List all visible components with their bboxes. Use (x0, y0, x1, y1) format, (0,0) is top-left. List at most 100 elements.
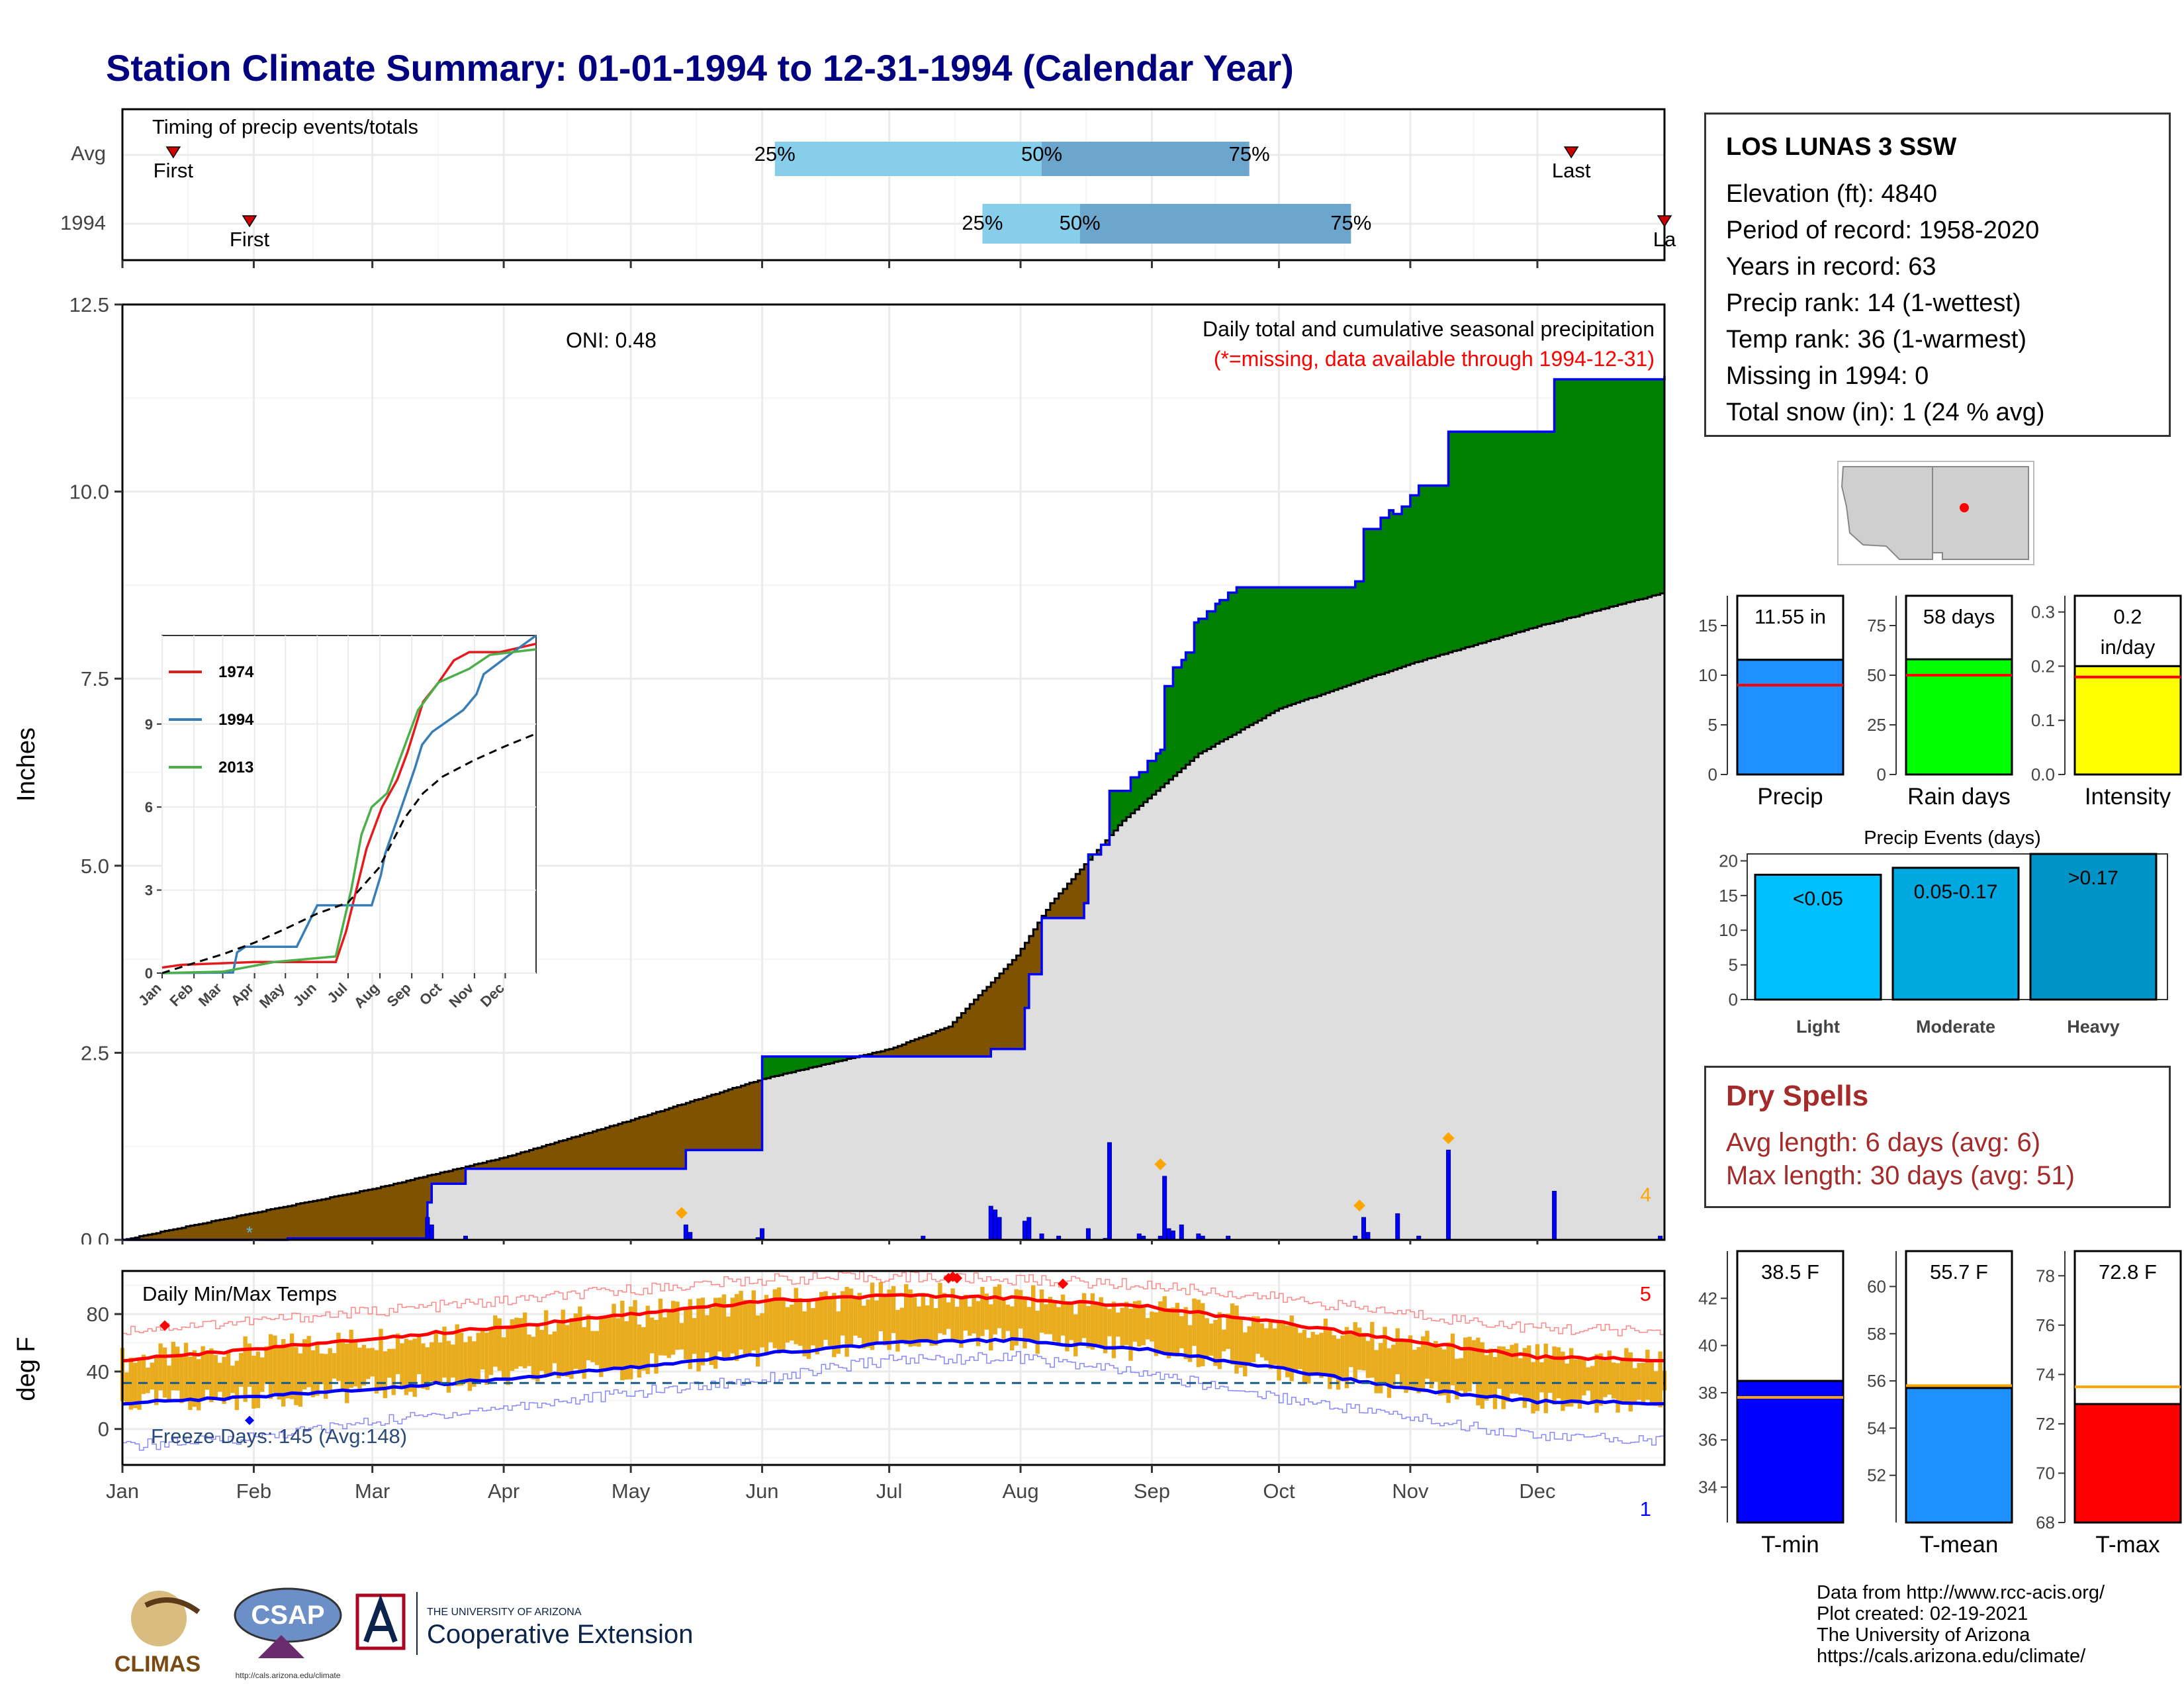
daily-temp-bar (628, 1306, 633, 1380)
daily-temp-bar (1281, 1323, 1286, 1368)
daily-temp-bar (1314, 1335, 1320, 1373)
daily-temp-bar (811, 1308, 815, 1346)
daily-temp-bar (349, 1329, 353, 1388)
daily-temp-bar (514, 1317, 519, 1369)
events-category-label: Light (1796, 1017, 1840, 1037)
precip-ytick-label: 12.5 (69, 293, 109, 316)
daily-temp-bar (938, 1283, 942, 1334)
daily-precip-bar (688, 1232, 693, 1241)
daily-temp-bar (1243, 1332, 1248, 1377)
panel-label-box (1905, 1250, 2013, 1389)
credit-data-source: Data from http://www.rcc-acis.org/ (1817, 1582, 2105, 1603)
daily-temp-bar (437, 1342, 443, 1385)
daily-temp-bar (645, 1305, 650, 1374)
daily-precip-bar (1361, 1217, 1367, 1241)
daily-temp-bar (1048, 1297, 1053, 1335)
avg-min-line (122, 1336, 1665, 1406)
daily-temp-bar (760, 1313, 764, 1348)
daily-temp-bar (1116, 1312, 1120, 1337)
events-ytick-label: 15 (1719, 886, 1738, 906)
timing-first-label: First (154, 159, 194, 182)
temp-xtick-label: Jan (106, 1479, 139, 1503)
daily-temp-bar (612, 1303, 616, 1368)
daily-temp-bar (239, 1352, 244, 1387)
daily-temp-bar (1433, 1340, 1438, 1382)
panel-value-label: 58 days (1923, 605, 1995, 628)
daily-temp-bar (383, 1351, 388, 1399)
record-low-count: 1 (1640, 1497, 1651, 1521)
daily-temp-bar (607, 1317, 612, 1370)
events-bar (2029, 853, 2158, 1001)
daily-temp-bar (1416, 1346, 1421, 1393)
record-high-count: 5 (1640, 1282, 1651, 1305)
events-ytick-label: 20 (1719, 851, 1738, 870)
daily-temp-bar (1234, 1305, 1239, 1374)
daily-temp-bar (1179, 1316, 1184, 1348)
daily-temp-bar (878, 1282, 883, 1331)
daily-temp-bar (1387, 1348, 1392, 1398)
daily-temp-bar (1056, 1307, 1061, 1346)
daily-temp-bar (1268, 1321, 1273, 1370)
daily-temp-bar (243, 1336, 248, 1402)
daily-temp-bar (255, 1351, 261, 1409)
panel-ytick-label: 34 (1698, 1477, 1717, 1497)
csap-logo: CSAP http://cals.arizona.edu/climate (234, 1587, 342, 1680)
daily-temp-bar (201, 1346, 205, 1401)
daily-temp-bar (268, 1334, 273, 1399)
timing-row-year-label: 1994 (60, 211, 106, 234)
heavy-event-marker (675, 1207, 688, 1219)
heavy-event-marker (1442, 1132, 1455, 1145)
daily-temp-bar (302, 1339, 307, 1390)
daily-temp-bar (319, 1353, 324, 1385)
panel-value-label: 11.55 in (1754, 605, 1826, 628)
new-mexico-shape (1932, 466, 2029, 560)
station-info-box: LOS LUNAS 3 SSW Elevation (ft): 4840 Per… (1704, 113, 2171, 437)
daily-temp-bar (1518, 1358, 1523, 1395)
daily-temp-bar (954, 1307, 960, 1341)
panel-ytick-label: 40 (1698, 1336, 1717, 1356)
daily-temp-bar (1598, 1353, 1604, 1406)
timing-quantile-label: 75% (1330, 211, 1371, 234)
station-snow: Total snow (in): 1 (24 % avg) (1726, 399, 2045, 426)
panel-ytick-label: 38 (1698, 1383, 1717, 1403)
inset-xtick-label: Nov (445, 979, 477, 1011)
timing-first-marker (242, 215, 257, 228)
panel-value-label: 0.2 (2113, 605, 2142, 628)
record-low-marker (245, 1415, 255, 1425)
daily-temp-bar (167, 1365, 171, 1401)
daily-temp-bar (141, 1354, 146, 1394)
daily-temp-bar (802, 1311, 807, 1356)
daily-temp-bar (1463, 1337, 1468, 1397)
events-category-label: Heavy (2067, 1017, 2120, 1037)
daily-temp-bar (361, 1344, 367, 1386)
daily-temp-bar (467, 1336, 473, 1391)
daily-temp-bar (649, 1317, 655, 1354)
daily-precip-bar (1446, 1149, 1451, 1241)
daily-temp-bar (1044, 1304, 1048, 1335)
daily-temp-bar (730, 1297, 735, 1354)
daily-temp-bar (1332, 1335, 1336, 1379)
panel-label-box (1736, 1250, 1844, 1382)
daily-temp-bar (408, 1340, 413, 1392)
daily-temp-bar (764, 1295, 769, 1356)
panel-ytick-label: 10 (1698, 665, 1717, 685)
daily-precip-bar (1026, 1217, 1032, 1241)
daily-temp-bar (1624, 1348, 1629, 1404)
inset-legend-label: 1994 (218, 711, 254, 729)
inset-xtick-label: Sep (384, 980, 414, 1010)
daily-temp-bar (1081, 1293, 1087, 1338)
temp-xtick-label: Jul (876, 1479, 903, 1503)
daily-temp-bar (1603, 1360, 1608, 1397)
panel-value-label: 72.8 F (2099, 1260, 2157, 1284)
inset-xtick-label: Mar (195, 980, 226, 1010)
temp-xtick-label: Feb (236, 1479, 271, 1503)
daily-temp-bar (790, 1304, 794, 1341)
daily-temp-bar (391, 1348, 396, 1395)
daily-temp-bar (543, 1310, 549, 1376)
daily-temp-bar (1412, 1350, 1417, 1389)
precip-subtitle: (*=missing, data available through 1994-… (1214, 347, 1655, 371)
daily-temp-bar (662, 1317, 667, 1356)
daily-temp-bar (226, 1352, 231, 1401)
daily-temp-bar (1158, 1301, 1163, 1352)
daily-temp-bar (624, 1321, 629, 1380)
